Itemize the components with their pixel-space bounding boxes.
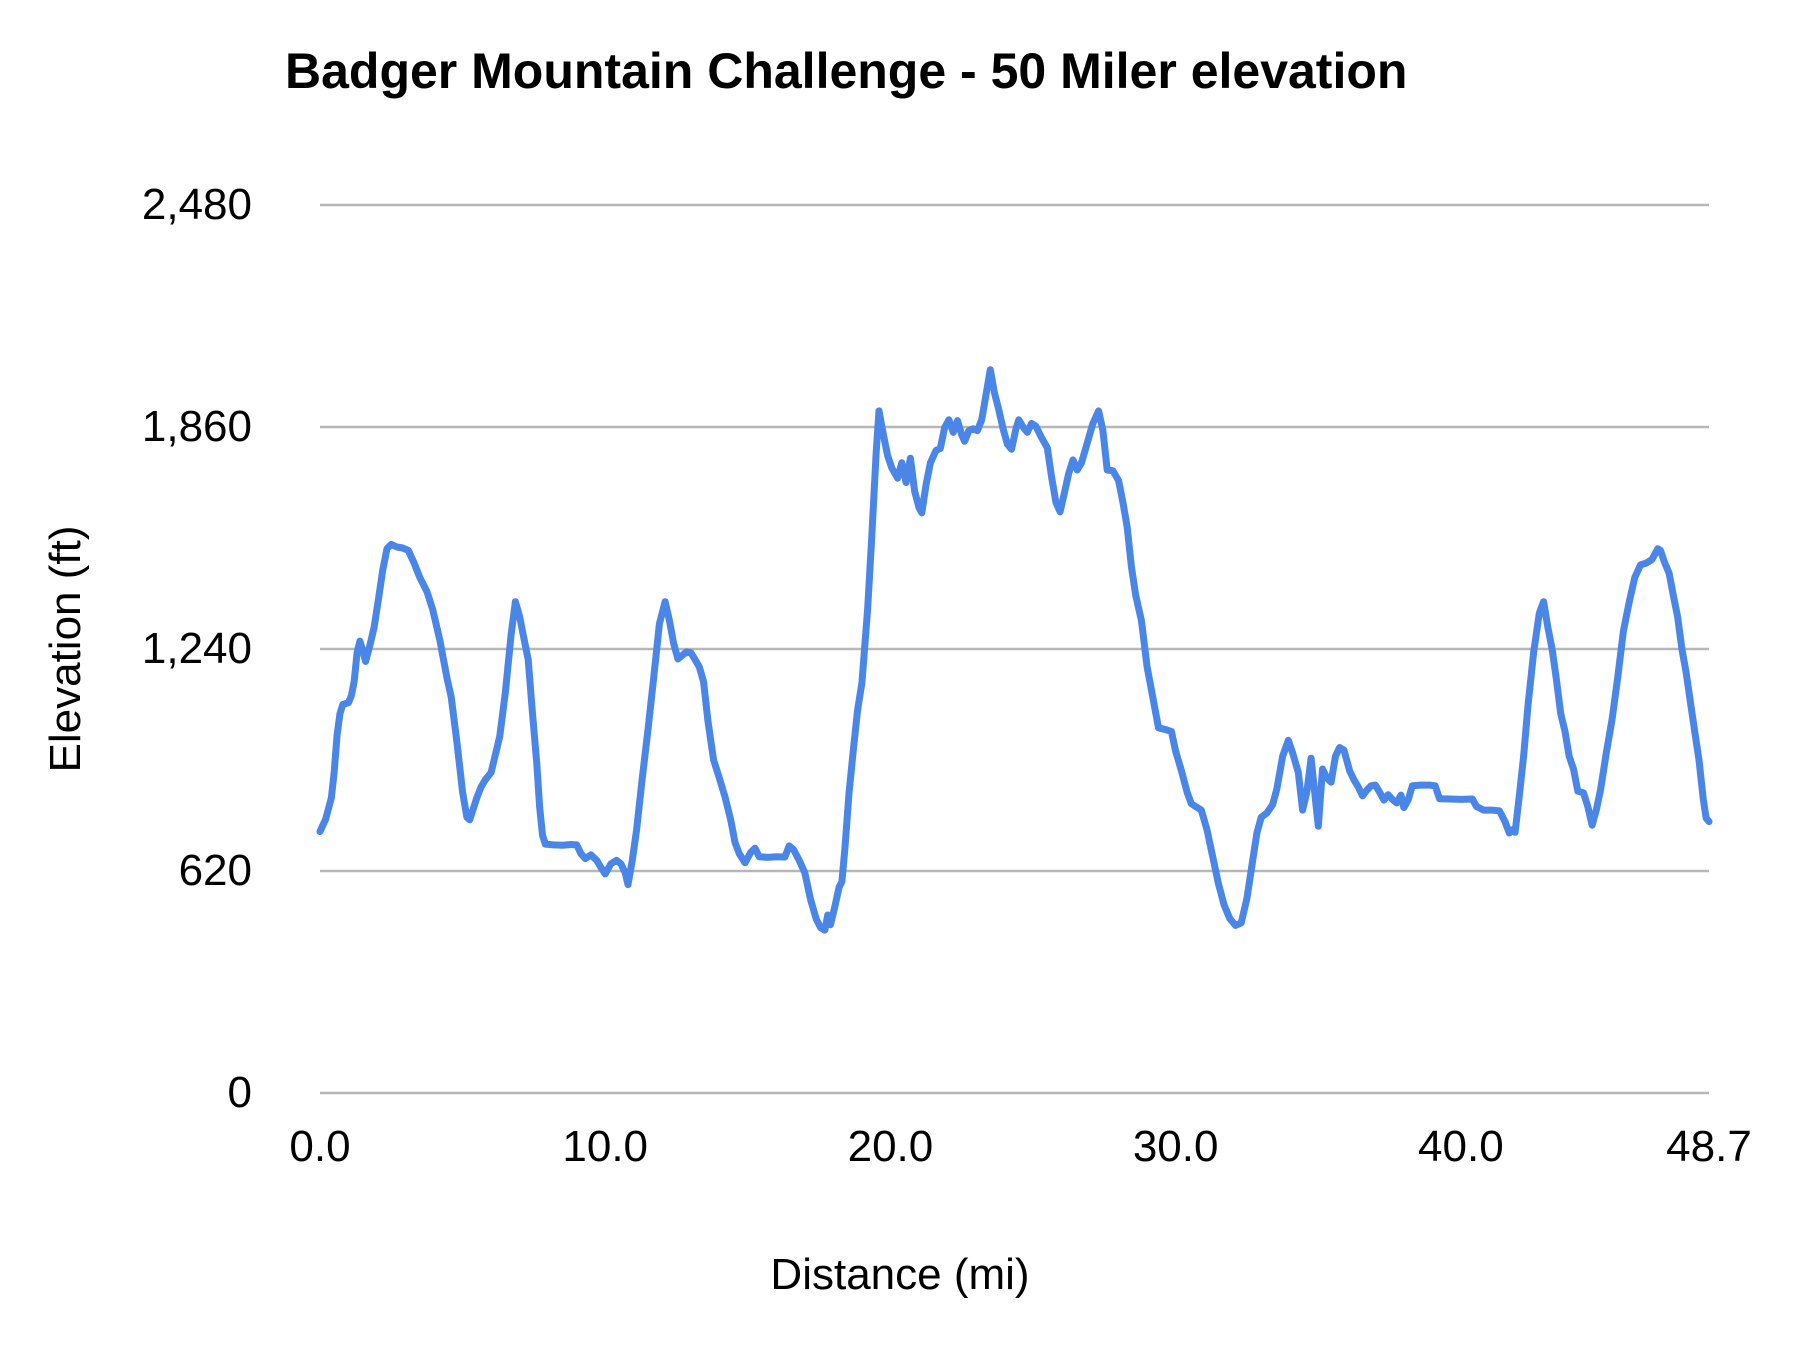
x-tick-label: 30.0 [1132, 1122, 1219, 1171]
y-tick-label: 620 [178, 846, 252, 895]
x-axis-title: Distance (mi) [770, 1250, 1030, 1299]
x-tick-label: 40.0 [1418, 1122, 1504, 1171]
y-tick-label: 1,240 [141, 624, 252, 673]
x-tick-label: 48.7 [1666, 1122, 1752, 1171]
elevation-series-line [316, 366, 1713, 934]
x-tick-label: 0.0 [289, 1122, 351, 1171]
x-tick-label: 10.0 [562, 1122, 649, 1171]
y-tick-label: 2,480 [141, 180, 252, 229]
plot-area [316, 203, 1713, 1095]
y-tick-label: 0 [227, 1068, 252, 1117]
chart-title: Badger Mountain Challenge - 50 Miler ele… [285, 43, 1408, 99]
y-tick-label: 1,860 [141, 402, 252, 451]
elevation-line-chart [316, 203, 1713, 1095]
x-tick-label: 20.0 [847, 1122, 934, 1171]
